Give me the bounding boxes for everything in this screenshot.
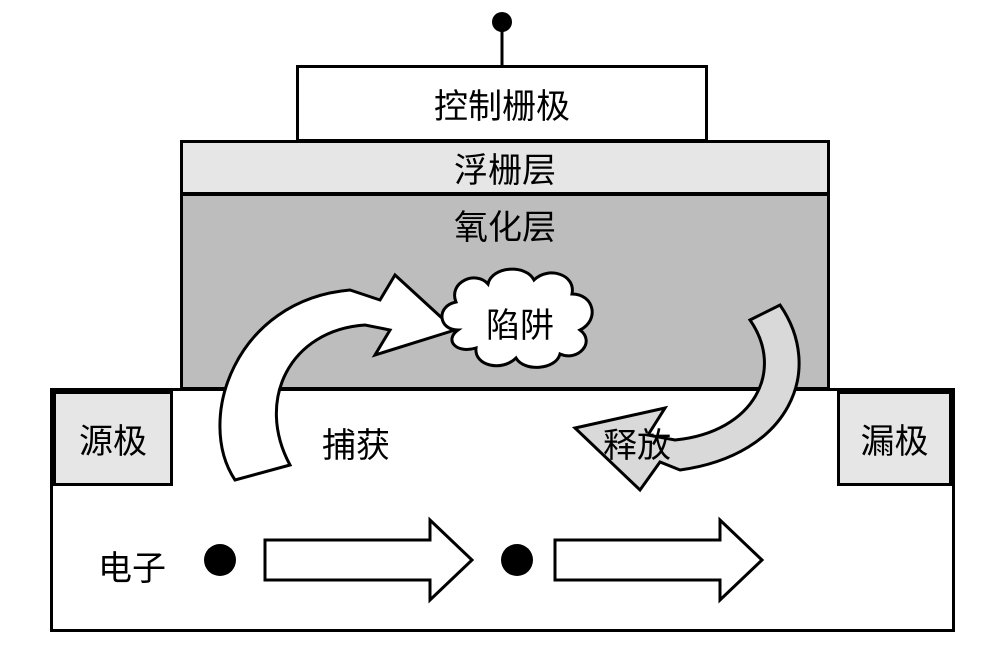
diagram-canvas: 氧化层 浮栅层 控制栅极 源极 漏极 xyxy=(0,0,1000,652)
drain-region: 漏极 xyxy=(837,391,952,486)
oxide-layer: 氧化层 xyxy=(180,193,830,390)
oxide-label: 氧化层 xyxy=(454,200,556,249)
control-gate-label: 控制栅极 xyxy=(434,79,570,128)
capture-label: 捕获 xyxy=(322,418,390,467)
source-region: 源极 xyxy=(53,391,173,486)
floating-gate-layer: 浮栅层 xyxy=(180,140,830,195)
drain-label: 漏极 xyxy=(861,414,929,463)
trap-label: 陷阱 xyxy=(486,298,554,347)
electron-label: 电子 xyxy=(98,541,166,590)
substrate-region xyxy=(50,388,955,632)
floating-gate-label: 浮栅层 xyxy=(454,143,556,192)
control-gate-layer: 控制栅极 xyxy=(296,65,708,142)
source-label: 源极 xyxy=(79,414,147,463)
release-label: 释放 xyxy=(603,418,671,467)
